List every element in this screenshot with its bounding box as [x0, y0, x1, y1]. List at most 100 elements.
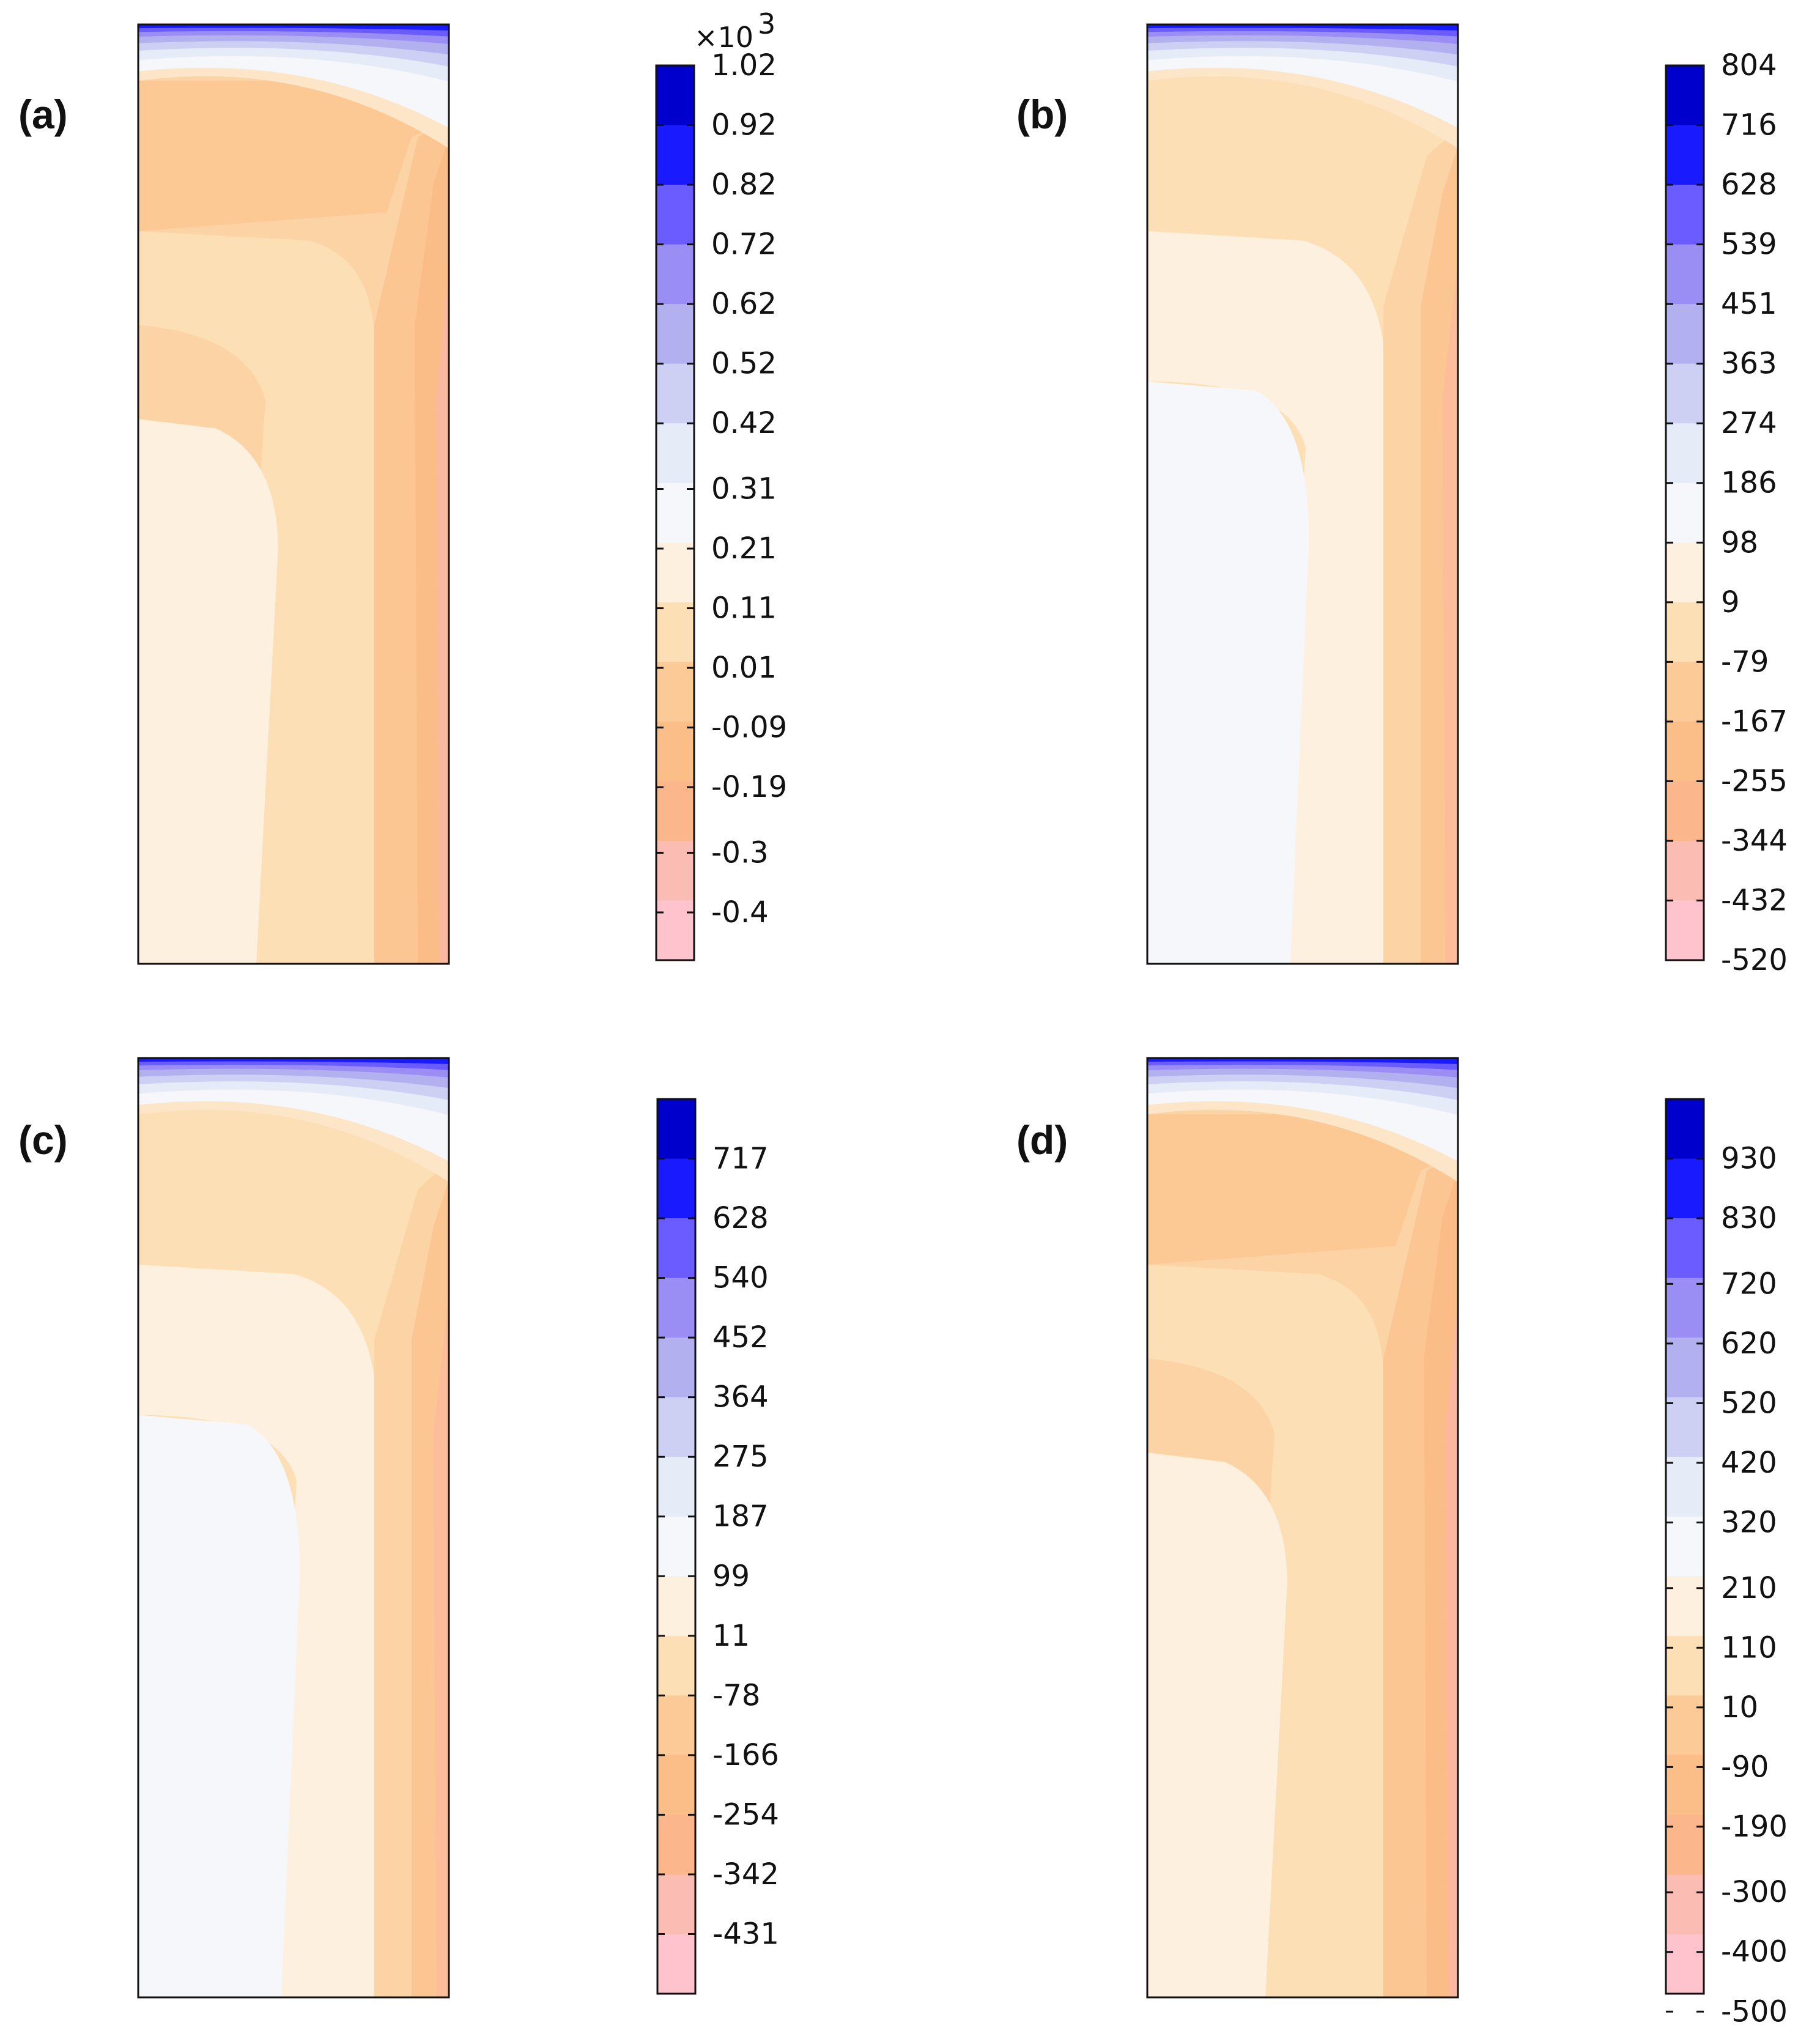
contour-band — [1147, 381, 1309, 964]
panel-a: (a) 1.02 0.92 0.82 0.72 0.62 0.52 0.42 0.31 0.21 0… — [18, 7, 787, 965]
colorbar-tick-label: 99 — [712, 1559, 750, 1593]
colorbar-segment — [1666, 781, 1704, 842]
contour-band — [1147, 231, 1384, 964]
colorbar-tick-label: -255 — [1721, 764, 1788, 798]
panel-label: (a) — [18, 92, 68, 137]
plot-frame — [1146, 23, 1459, 965]
colorbar-segment — [1666, 423, 1704, 484]
colorbar-segment — [657, 1158, 695, 1219]
colorbar-tick-label: -254 — [712, 1797, 779, 1832]
colorbar-multiplier-exponent: 3 — [758, 7, 775, 40]
colorbar-segment — [656, 244, 694, 305]
colorbar-segment — [657, 1099, 695, 1160]
colorbar-tick-label: 363 — [1721, 347, 1777, 381]
plot-frame — [137, 1057, 450, 1999]
colorbar-segment — [656, 840, 694, 901]
colorbar: 717 628 540 452 364 275 187 99 11 -78 -166 -254 -342… — [656, 1098, 779, 1995]
colorbar-tick-label: -0.09 — [711, 711, 787, 745]
colorbar-segment — [1666, 1099, 1704, 1160]
colorbar-tick-label: 9 — [1721, 585, 1740, 620]
colorbar-segment — [1666, 1635, 1704, 1696]
colorbar-tick-label: -431 — [712, 1917, 779, 1951]
colorbar-segment — [1666, 1457, 1704, 1517]
colorbar-tick-label: -344 — [1721, 824, 1788, 858]
contour-band — [1442, 259, 1458, 964]
colorbar-tick-label: 1.02 — [711, 48, 777, 83]
colorbar-segment — [657, 1516, 695, 1577]
colorbar-tick-label: 275 — [712, 1440, 769, 1474]
colorbar-tick-label: 0.72 — [711, 228, 777, 262]
colorbar-segment — [1666, 662, 1704, 722]
colorbar-segment — [656, 423, 694, 484]
plot-frame — [137, 23, 450, 965]
contour-band — [1147, 1114, 1458, 1265]
colorbar-tick-label: 520 — [1721, 1386, 1777, 1420]
colorbar-segment — [656, 185, 694, 245]
colorbar-segment — [657, 1576, 695, 1637]
colorbar-segment — [1666, 1397, 1704, 1457]
colorbar-segment — [656, 781, 694, 842]
colorbar-segment — [657, 1934, 695, 1994]
contour-field — [138, 24, 449, 964]
panel-label: (c) — [18, 1117, 68, 1163]
colorbar: 1.02 0.92 0.82 0.72 0.62 0.52 0.42 0.31 0.21 0.11… — [655, 7, 787, 961]
colorbar-tick-label: -400 — [1721, 1935, 1788, 1969]
panel-c: (c) 717 628 540 452 364 275 187 99 11 -78 -166 -254 -… — [18, 1057, 779, 1999]
colorbar-segment — [1666, 542, 1704, 603]
colorbar-segment — [1666, 721, 1704, 782]
colorbar-segment — [656, 900, 694, 961]
colorbar-segment — [656, 542, 694, 603]
contour-band — [138, 1264, 375, 1997]
contour-field — [1147, 1058, 1458, 1997]
colorbar-segment — [656, 483, 694, 543]
colorbar-tick-label: 804 — [1721, 48, 1777, 83]
colorbar-frame — [656, 1098, 697, 1995]
contour-band — [433, 1293, 449, 1997]
colorbar-segment — [657, 1695, 695, 1756]
colorbar-segment — [1666, 1874, 1704, 1934]
contour-band — [138, 1415, 300, 1997]
colorbar-segment — [1666, 304, 1704, 364]
contour-band — [138, 419, 278, 964]
panel-label: (d) — [1016, 1117, 1068, 1163]
colorbar: 930 830 720 620 520 420 320 210 110 10 -90 -190 -300… — [1665, 1098, 1788, 2029]
colorbar-tick-label: 452 — [712, 1320, 769, 1355]
colorbar-frame — [1665, 1098, 1705, 1995]
contour-band — [138, 81, 449, 231]
colorbar-segment — [657, 1755, 695, 1815]
colorbar-tick-label: -166 — [712, 1738, 779, 1772]
contour-band — [138, 1058, 449, 1064]
contour-field — [138, 1058, 449, 1997]
contour-band — [1147, 24, 1458, 31]
contour-band — [1147, 1452, 1287, 1997]
colorbar-tick-label: -300 — [1721, 1875, 1788, 1909]
colorbar-tick-label: -342 — [712, 1857, 779, 1892]
colorbar-tick-label: 0.42 — [711, 406, 777, 440]
colorbar-segment — [1666, 602, 1704, 662]
colorbar-tick-label: 716 — [1721, 108, 1777, 142]
colorbar-tick-label: 0.31 — [711, 472, 777, 506]
colorbar-segment — [1666, 1755, 1704, 1815]
colorbar-segment — [657, 1815, 695, 1875]
colorbar-tick-label: 628 — [1721, 168, 1777, 202]
colorbar-tick-label: -432 — [1721, 883, 1788, 917]
colorbar-tick-label: 98 — [1721, 525, 1758, 560]
colorbar-segment — [656, 662, 694, 722]
colorbar-tick-label: 628 — [712, 1201, 769, 1235]
colorbar-tick-label: -520 — [1721, 943, 1788, 977]
colorbar-multiplier: ×10 — [694, 21, 753, 54]
colorbar-segment — [657, 1397, 695, 1457]
colorbar-tick-label: -190 — [1721, 1810, 1788, 1844]
colorbar-tick-label: 620 — [1721, 1326, 1777, 1361]
colorbar-tick-label: 717 — [712, 1142, 769, 1176]
colorbar-tick-label: 930 — [1721, 1142, 1777, 1176]
colorbar-segment — [1666, 244, 1704, 305]
colorbar-frame — [655, 64, 695, 961]
colorbar-tick-label: -0.19 — [711, 770, 787, 804]
colorbar-tick-label: 186 — [1721, 466, 1777, 500]
colorbar-segment — [1666, 1278, 1704, 1338]
colorbar-tick-label: 364 — [712, 1380, 769, 1415]
colorbar-tick-label: 0.11 — [711, 591, 777, 626]
colorbar-segment — [1666, 65, 1704, 126]
colorbar-segment — [1666, 363, 1704, 424]
